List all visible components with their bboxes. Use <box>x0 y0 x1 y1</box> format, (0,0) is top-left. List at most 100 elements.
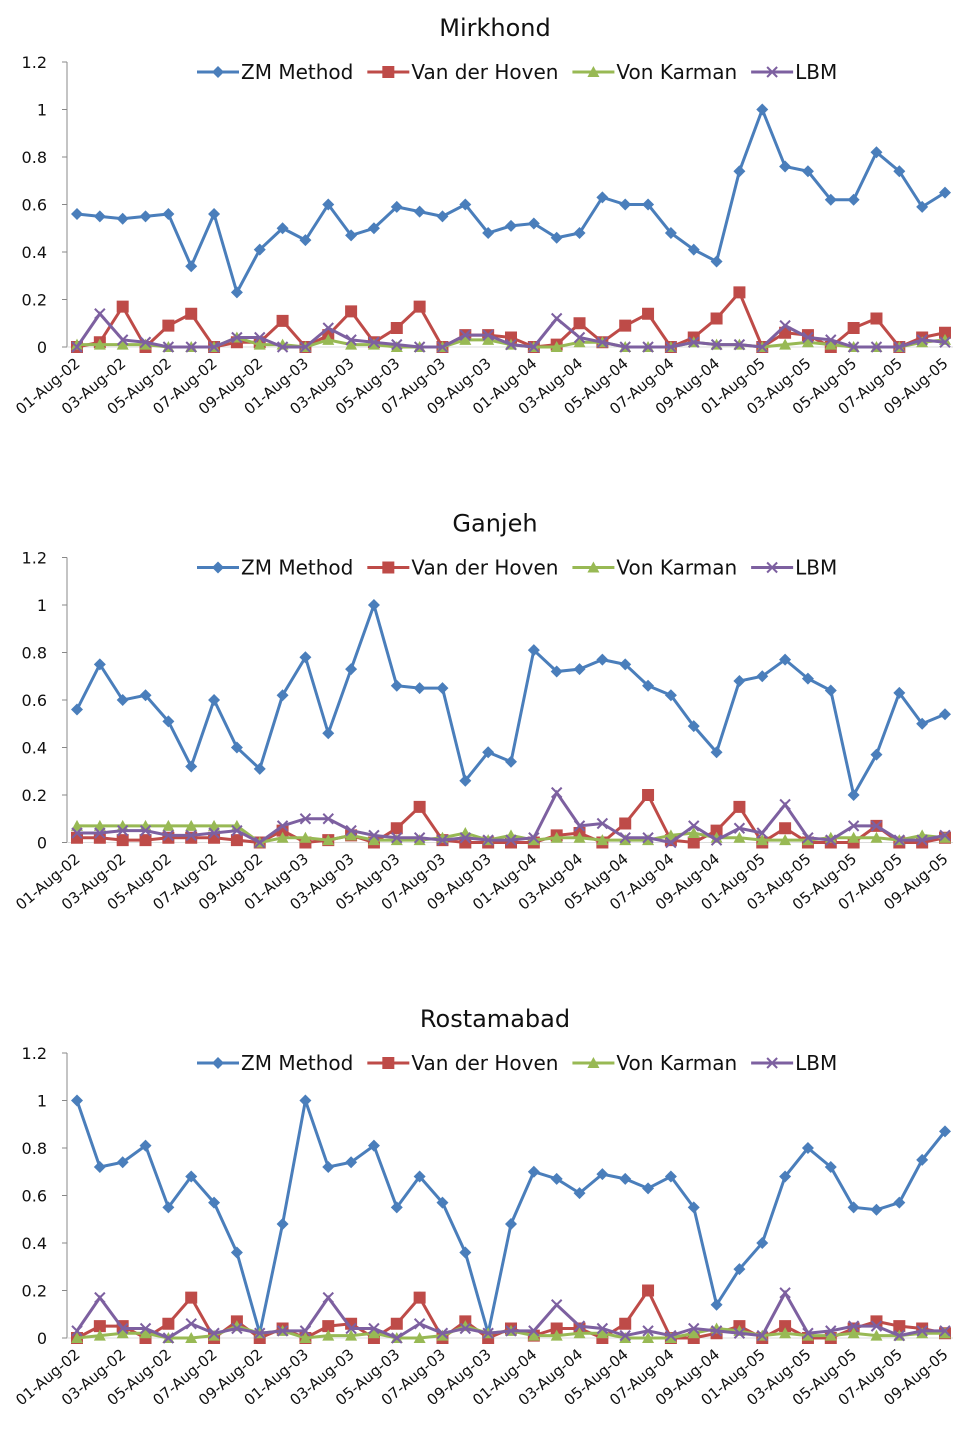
legend-label: Van der Hoven <box>411 60 558 84</box>
marker <box>619 1172 632 1185</box>
legend-label: ZM Method <box>241 556 353 580</box>
marker <box>276 1218 289 1230</box>
marker <box>664 1170 677 1183</box>
marker <box>459 1246 472 1259</box>
marker <box>893 686 906 699</box>
marker <box>505 219 517 232</box>
marker <box>208 208 221 220</box>
marker <box>93 210 106 223</box>
marker <box>185 1318 197 1330</box>
marker <box>231 1322 243 1335</box>
marker <box>664 1332 677 1343</box>
marker <box>527 644 540 657</box>
marker <box>93 819 106 831</box>
marker <box>390 1317 403 1330</box>
marker <box>413 1332 426 1343</box>
marker <box>505 1325 517 1337</box>
marker <box>642 341 654 353</box>
marker <box>847 820 860 832</box>
marker <box>382 1057 395 1069</box>
marker <box>162 715 175 728</box>
marker <box>802 1327 814 1339</box>
marker <box>916 200 929 213</box>
marker <box>802 331 814 344</box>
marker <box>413 341 426 353</box>
y-tick-label: 0.2 <box>22 1282 47 1301</box>
y-tick-label: 0 <box>37 1329 47 1348</box>
marker <box>276 222 289 235</box>
marker <box>687 827 700 838</box>
marker <box>573 1187 586 1200</box>
marker <box>687 720 700 733</box>
marker <box>596 191 609 204</box>
marker <box>642 832 654 844</box>
legend-label: ZM Method <box>241 60 353 84</box>
y-tick-label: 0 <box>37 338 47 357</box>
marker <box>870 831 883 843</box>
marker <box>367 599 380 611</box>
marker <box>847 322 860 334</box>
marker <box>162 208 175 220</box>
marker <box>528 341 540 353</box>
marker <box>345 1322 357 1335</box>
marker <box>619 198 632 211</box>
marker <box>733 338 746 351</box>
marker <box>382 561 395 574</box>
marker <box>390 679 403 692</box>
marker <box>322 333 335 345</box>
marker <box>528 1325 540 1337</box>
marker <box>162 341 175 353</box>
marker <box>916 1153 929 1166</box>
marker <box>71 703 83 716</box>
marker <box>733 1263 746 1276</box>
marker <box>573 227 586 239</box>
marker <box>779 653 792 666</box>
marker <box>779 319 791 332</box>
marker <box>619 1332 632 1343</box>
marker <box>527 217 540 230</box>
marker <box>939 829 951 842</box>
marker <box>596 1327 609 1339</box>
marker <box>756 1329 768 1342</box>
marker <box>482 333 495 345</box>
marker <box>413 1318 426 1330</box>
marker <box>390 322 403 334</box>
marker <box>710 1298 723 1311</box>
marker <box>208 694 221 706</box>
marker <box>139 689 152 702</box>
marker <box>893 1329 906 1342</box>
marker <box>824 1329 837 1341</box>
marker <box>847 1201 860 1214</box>
marker <box>139 1139 152 1152</box>
marker <box>345 305 358 318</box>
chart: Rostamabad00.20.40.60.811.201-Aug-0203-A… <box>12 1005 953 1409</box>
marker <box>116 824 129 837</box>
marker <box>710 338 723 351</box>
marker <box>642 789 655 801</box>
marker <box>208 1329 221 1341</box>
marker <box>230 1246 243 1259</box>
marker <box>71 341 83 353</box>
marker <box>459 1322 472 1335</box>
marker <box>390 341 403 352</box>
marker <box>801 672 814 685</box>
marker <box>185 1332 198 1343</box>
legend-entry: Von Karman <box>572 60 737 84</box>
marker <box>505 834 517 846</box>
marker <box>756 670 769 683</box>
marker <box>870 1203 883 1216</box>
marker <box>766 66 778 78</box>
marker <box>367 1327 380 1339</box>
marker <box>436 834 449 846</box>
y-tick-label: 0.6 <box>22 1187 47 1206</box>
marker <box>367 338 380 350</box>
legend-entry: LBM <box>751 60 837 84</box>
marker <box>93 1329 106 1341</box>
marker <box>847 1320 860 1332</box>
marker <box>391 338 403 351</box>
marker <box>71 338 83 350</box>
marker <box>230 286 243 299</box>
marker <box>299 1332 312 1343</box>
legend-label: LBM <box>795 556 837 580</box>
marker <box>847 831 860 843</box>
